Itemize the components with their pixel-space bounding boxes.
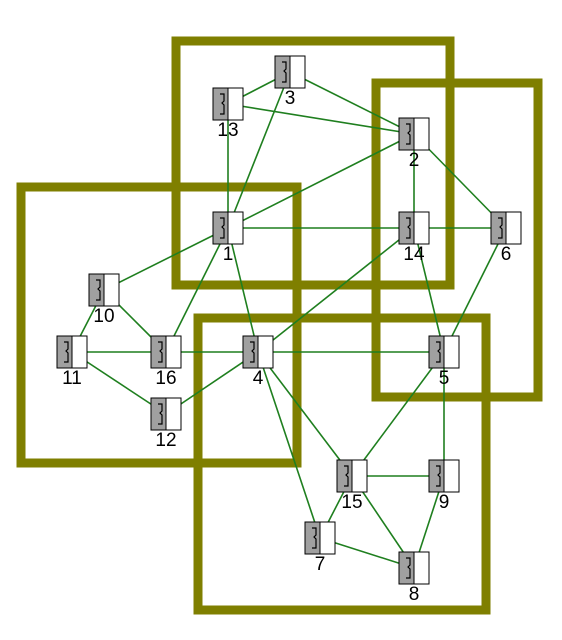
node-label: 9 [439,492,450,513]
node-1[interactable]: 1 [212,211,244,265]
node-label: 10 [93,306,114,327]
edge-7-8 [319,537,415,569]
computer-icon [212,87,244,121]
edge-3-1 [227,71,291,229]
group-right-border [371,78,543,402]
node-12[interactable]: 12 [150,397,182,451]
node-16[interactable]: 16 [150,335,182,389]
node-label: 8 [409,584,420,605]
computer-icon [150,335,182,369]
edge-5-15 [351,351,445,477]
groups-layer [16,36,543,615]
group-bottom-border [193,313,491,615]
node-label: 2 [409,150,420,171]
node-label: 11 [62,368,82,389]
edge-14-5 [413,227,445,353]
computer-icon [398,117,430,151]
node-8[interactable]: 8 [398,551,430,605]
edge-4-7 [257,351,321,539]
edge-1-4 [227,227,259,353]
computer-icon [212,211,244,245]
node-2[interactable]: 2 [398,117,430,171]
edge-2-1 [227,133,415,229]
node-label: 12 [155,430,176,451]
computer-icon [304,521,336,555]
node-label: 13 [217,120,238,141]
node-label: 1 [223,244,234,265]
computer-icon [428,335,460,369]
node-10[interactable]: 10 [88,273,120,327]
computer-icon [88,273,120,307]
computer-icon [490,211,522,245]
node-11[interactable]: 11 [56,335,88,389]
node-label: 16 [155,368,176,389]
group-left-border [16,182,302,468]
computer-icon [398,551,430,585]
node-4[interactable]: 4 [242,335,274,389]
computer-icon [428,459,460,493]
node-label: 4 [253,368,264,389]
node-13[interactable]: 13 [212,87,244,141]
node-label: 14 [403,244,425,265]
computer-icon [242,335,274,369]
node-label: 5 [439,368,450,389]
edge-4-15 [257,351,353,477]
node-15[interactable]: 15 [336,459,368,513]
node-14[interactable]: 14 [398,211,430,265]
node-label: 6 [501,244,512,265]
edge-6-5 [443,227,507,353]
node-6[interactable]: 6 [490,211,522,265]
edge-13-2 [227,103,415,135]
computer-icon [274,55,306,89]
computer-icon [336,459,368,493]
edge-1-16 [165,227,229,353]
computer-icon [56,335,88,369]
node-label: 3 [285,88,296,109]
edge-11-12 [71,351,167,415]
edge-3-2 [289,71,415,135]
node-9[interactable]: 9 [428,459,460,513]
edge-1-10 [103,227,229,291]
node-5[interactable]: 5 [428,335,460,389]
node-3[interactable]: 3 [274,55,306,109]
group-top-border [171,36,455,290]
computer-icon [150,397,182,431]
node-label: 7 [315,554,326,575]
node-label: 15 [341,492,362,513]
node-7[interactable]: 7 [304,521,336,575]
computer-icon [398,211,430,245]
edge-14-4 [257,227,415,353]
